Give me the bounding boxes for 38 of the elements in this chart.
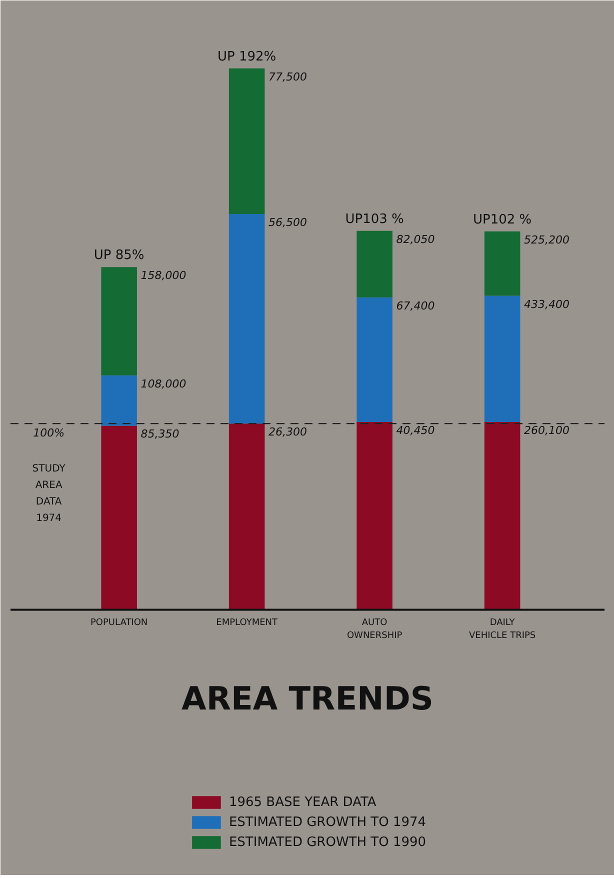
legend-label: 1965 BASE YEAR DATA	[228, 794, 376, 810]
annotation: 77,500	[268, 70, 308, 84]
x-tick-label: DAILY VEHICLE TRIPS	[468, 618, 536, 641]
x-tick-label: POPULATION	[90, 618, 148, 628]
annotation: 525,200	[524, 233, 570, 246]
bar	[484, 231, 520, 296]
legend-label: ESTIMATED GROWTH TO 1974	[228, 814, 426, 830]
x-tick-label: EMPLOYMENT	[216, 618, 278, 628]
annotation: 100%	[33, 426, 65, 440]
bar	[101, 267, 137, 376]
bar	[101, 426, 137, 610]
x-tick-label: AUTO OWNERSHIP	[346, 618, 403, 641]
total-label: UP103 %	[345, 212, 404, 227]
legend-label: ESTIMATED GROWTH TO 1990	[228, 834, 426, 850]
total-label: UP102 %	[472, 212, 532, 228]
text: AREA TRENDS	[182, 679, 434, 718]
bar	[356, 297, 392, 422]
annotation: 108,000	[140, 377, 186, 390]
annotation: STUDY AREA DATA 1974	[32, 464, 66, 524]
total-label: UP 192%	[217, 49, 276, 64]
bar	[356, 230, 392, 298]
annotation: 260,100	[524, 424, 570, 437]
bar	[228, 68, 265, 214]
bar	[101, 375, 137, 426]
annotation: 26,300	[268, 426, 308, 439]
total-label: UP 85%	[94, 248, 144, 264]
annotation: 56,500	[268, 216, 308, 230]
annotation: 40,450	[396, 424, 435, 437]
annotation: 85,350	[140, 428, 180, 441]
annotation: 433,400	[524, 298, 570, 311]
bar	[484, 296, 520, 422]
annotation: 158,000	[140, 269, 186, 282]
bar	[356, 422, 392, 610]
annotation: 67,400	[396, 299, 435, 312]
bar	[228, 424, 265, 610]
annotation: 82,050	[396, 232, 435, 246]
bar	[484, 422, 520, 610]
bar	[228, 214, 265, 424]
